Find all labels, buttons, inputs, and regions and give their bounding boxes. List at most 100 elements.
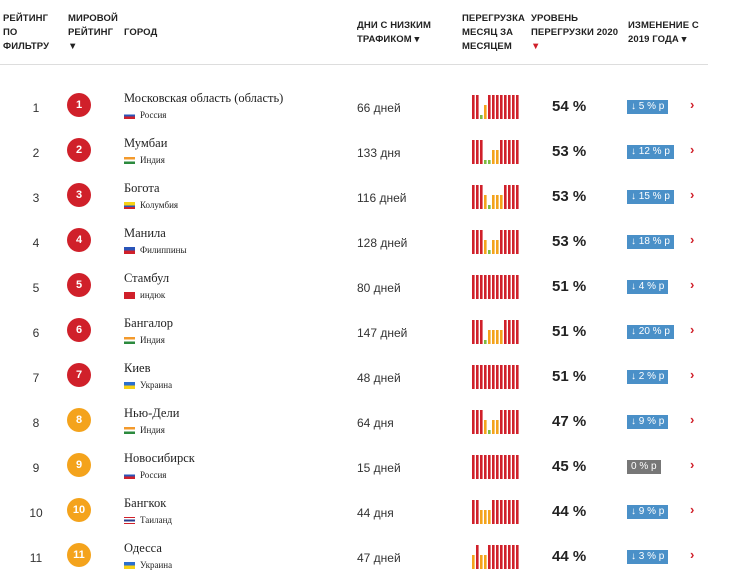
monthly-congestion-sparkline [472, 320, 519, 344]
congestion-bar [504, 320, 507, 344]
congestion-bar [500, 275, 503, 299]
table-row[interactable]: 1 1 Московская область (область) Россия 66 д… [0, 83, 708, 128]
congestion-bar [512, 410, 515, 434]
table-row[interactable]: 7 7 Киев Украина 48 дней 51 % ↓ 2 % р › [0, 353, 708, 398]
congestion-bar [504, 410, 507, 434]
city-name[interactable]: Мумбаи [124, 136, 168, 150]
congestion-bar [484, 275, 487, 299]
country: Индия [124, 335, 165, 345]
table-header: РЕЙТИНГ ПО ФИЛЬТРУ МИРОВОЙ РЕЙТИНГ ▼ ГОРО… [0, 0, 708, 65]
congestion-bar [492, 195, 495, 209]
table-row[interactable]: 4 4 Манила Филиппины 128 дней 53 % ↓ 18 % р › [0, 218, 708, 263]
chevron-right-icon[interactable]: › [690, 457, 695, 472]
table-row[interactable]: 5 5 Стамбул индюк 80 дней 51 % ↓ 4 % р › [0, 263, 708, 308]
country-name: Украина [140, 380, 173, 390]
sort-arrow-icon: ▼ [68, 41, 78, 52]
header-filter-rank[interactable]: РЕЙТИНГ ПО ФИЛЬТРУ [3, 13, 50, 52]
filter-rank: 9 [32, 461, 40, 475]
congestion-bar [500, 195, 503, 209]
city-name[interactable]: Новосибирск [124, 451, 195, 465]
city-name[interactable]: Манила [124, 226, 166, 240]
low-traffic-days: 80 дней [357, 281, 401, 295]
congestion-bar [492, 150, 495, 164]
header-congestion-level[interactable]: УРОВЕНЬ ПЕРЕГРУЗКИ 2020 ▼ [531, 12, 629, 54]
congestion-level: 44 % [552, 503, 587, 520]
congestion-bar [480, 455, 483, 479]
city-name[interactable]: Московская область (область) [124, 91, 284, 105]
monthly-congestion-sparkline [472, 95, 519, 119]
congestion-bar [476, 545, 479, 569]
header-city[interactable]: ГОРОД [124, 27, 158, 38]
table-row[interactable]: 8 8 Нью-Дели Индия 64 дня 47 % ↓ 9 % р › [0, 398, 708, 443]
chevron-right-icon[interactable]: › [690, 232, 695, 247]
chevron-right-icon[interactable]: › [690, 187, 695, 202]
header-monthly-congestion[interactable]: ПЕРЕГРУЗКА МЕСЯЦ ЗА МЕСЯЦЕМ [462, 13, 525, 52]
city-name[interactable]: Бангалор [124, 316, 173, 330]
change-badge: ↓ 20 % р [627, 325, 674, 339]
congestion-bar [516, 365, 519, 389]
congestion-level: 44 % [552, 548, 587, 565]
city-name[interactable]: Бангкок [124, 496, 167, 510]
congestion-bar [484, 365, 487, 389]
flag-icon [124, 336, 135, 344]
city-name[interactable]: Одесса [124, 541, 162, 555]
congestion-bar [516, 410, 519, 434]
chevron-right-icon[interactable]: › [690, 97, 695, 112]
city-name[interactable]: Нью-Дели [124, 406, 180, 420]
congestion-bar [484, 240, 487, 254]
congestion-bar [504, 95, 507, 119]
table-row[interactable]: 10 10 Бангкок Таиланд 44 дня 44 % ↓ 9 % р › [0, 488, 708, 533]
congestion-bar [516, 455, 519, 479]
flag-icon [124, 471, 135, 479]
chevron-right-icon[interactable]: › [690, 502, 695, 517]
table-row[interactable]: 2 2 Мумбаи Индия 133 дня 53 % ↓ 12 % р › [0, 128, 708, 173]
table-row[interactable]: 6 6 Бангалор Индия 147 дней 51 % ↓ 20 % р › [0, 308, 708, 353]
chevron-right-icon[interactable]: › [690, 367, 695, 382]
city-name[interactable]: Стамбул [124, 271, 170, 285]
change-badge: ↓ 15 % р [627, 190, 674, 204]
world-rank-badge: 9 [67, 453, 91, 477]
congestion-bar [480, 185, 483, 209]
change-badge: ↓ 9 % р [627, 415, 669, 429]
congestion-bar [492, 275, 495, 299]
congestion-bar [492, 365, 495, 389]
table-row[interactable]: 9 9 Новосибирск Россия 15 дней 45 % 0 % р › [0, 443, 708, 488]
chevron-right-icon[interactable]: › [690, 142, 695, 157]
congestion-bar [484, 160, 487, 164]
chevron-right-icon[interactable]: › [690, 322, 695, 337]
filter-rank: 10 [29, 506, 43, 520]
flag-icon [124, 201, 135, 209]
flag-icon [124, 291, 135, 299]
monthly-congestion-sparkline [472, 230, 519, 254]
header-world-rank[interactable]: МИРОВОЙ РЕЙТИНГ ▼ [68, 12, 124, 54]
change-badge: ↓ 2 % р [627, 370, 669, 384]
chevron-right-icon[interactable]: › [690, 412, 695, 427]
low-traffic-days: 116 дней [357, 191, 407, 205]
congestion-bar [492, 420, 495, 434]
filter-rank: 3 [32, 191, 40, 205]
header-change[interactable]: ИЗМЕНЕНИЕ С 2019 ГОДА ▾ [628, 20, 699, 45]
filter-rank: 2 [32, 146, 40, 160]
world-rank-badge: 10 [67, 498, 91, 522]
congestion-bar [516, 95, 519, 119]
congestion-bar [484, 105, 487, 119]
change-badge: 0 % р [627, 460, 661, 474]
congestion-bar [508, 95, 511, 119]
table-row[interactable]: 11 11 Одесса Украина 47 дней 44 % ↓ 3 % р › [0, 533, 708, 578]
congestion-bar [484, 455, 487, 479]
low-traffic-days: 133 дня [357, 146, 401, 160]
header-world-rank-label: МИРОВОЙ РЕЙТИНГ [68, 13, 118, 38]
chevron-right-icon[interactable]: › [690, 547, 695, 562]
city-name[interactable]: Киев [124, 361, 151, 375]
country-name: индюк [140, 290, 166, 300]
congestion-level: 53 % [552, 143, 587, 160]
flag-icon [124, 381, 135, 389]
table-row[interactable]: 3 3 Богота Колумбия 116 дней 53 % ↓ 15 % р › [0, 173, 708, 218]
congestion-bar [492, 455, 495, 479]
congestion-bar [504, 545, 507, 569]
congestion-bar [472, 410, 475, 434]
city-name[interactable]: Богота [124, 181, 160, 195]
chevron-right-icon[interactable]: › [690, 277, 695, 292]
header-low-traffic-days[interactable]: ДНИ С НИЗКИМ ТРАФИКОМ ▾ [357, 20, 431, 45]
congestion-bar [500, 545, 503, 569]
